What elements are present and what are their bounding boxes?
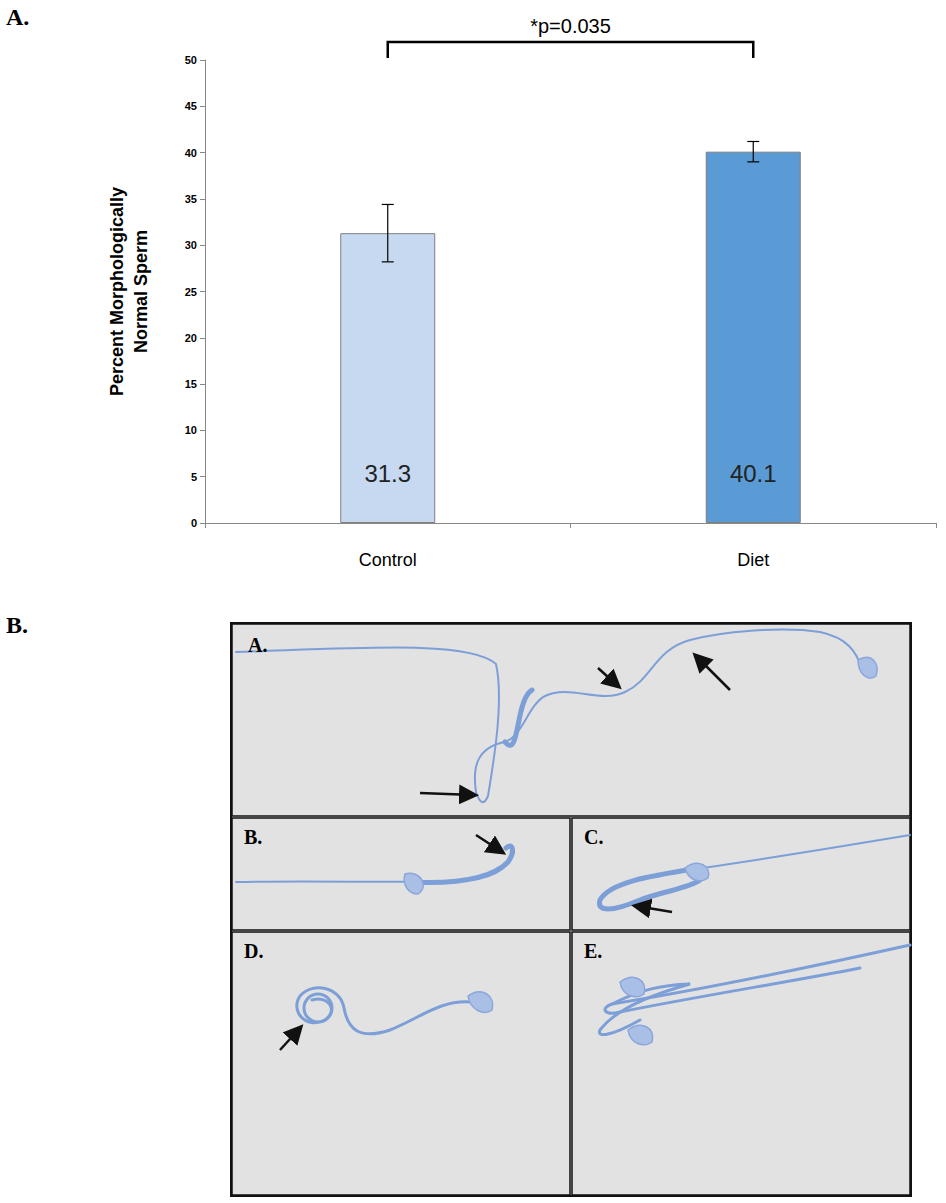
svg-text:15: 15 xyxy=(185,378,197,390)
svg-text:Diet: Diet xyxy=(737,550,769,570)
svg-text:35: 35 xyxy=(185,193,197,205)
svg-text:Control: Control xyxy=(359,550,417,570)
svg-text:Normal Sperm: Normal Sperm xyxy=(131,230,151,353)
svg-text:40.1: 40.1 xyxy=(730,460,777,487)
svg-text:E.: E. xyxy=(584,940,602,962)
svg-text:20: 20 xyxy=(185,332,197,344)
svg-text:A.: A. xyxy=(248,634,267,656)
svg-text:50: 50 xyxy=(185,54,197,66)
svg-text:40: 40 xyxy=(185,147,197,159)
svg-text:*p=0.035: *p=0.035 xyxy=(530,15,611,37)
html-text:A.: A. xyxy=(6,4,30,30)
svg-text:10: 10 xyxy=(185,424,197,436)
svg-text:Percent Morphologically: Percent Morphologically xyxy=(107,187,127,396)
svg-text:D.: D. xyxy=(244,940,263,962)
svg-text:C.: C. xyxy=(584,826,603,848)
svg-text:30: 30 xyxy=(185,239,197,251)
svg-text:B.: B. xyxy=(244,826,262,848)
svg-text:25: 25 xyxy=(185,286,197,298)
svg-text:31.3: 31.3 xyxy=(364,460,411,487)
svg-text:45: 45 xyxy=(185,100,197,112)
svg-text:5: 5 xyxy=(191,471,197,483)
html-text:B.: B. xyxy=(6,612,28,638)
svg-text:0: 0 xyxy=(191,517,197,529)
